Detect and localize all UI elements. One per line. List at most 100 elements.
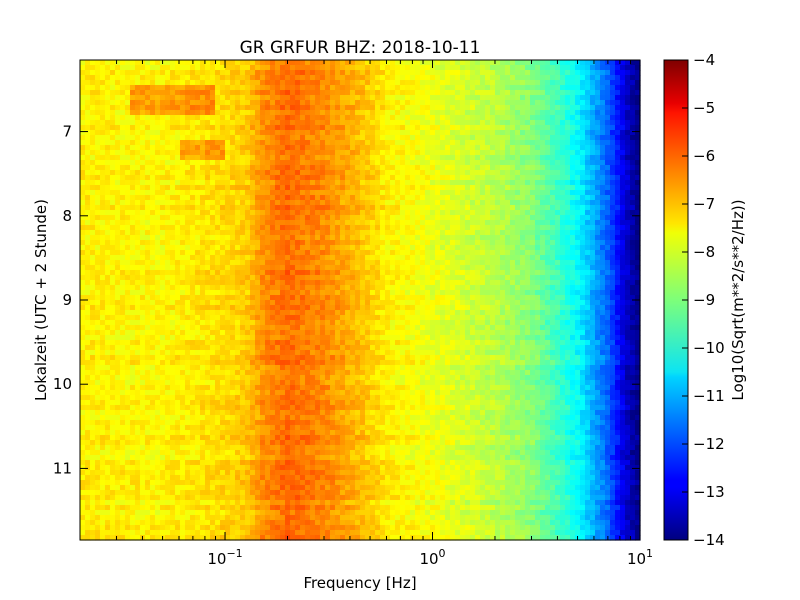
heatmap-cell	[225, 185, 231, 191]
heatmap-cell	[180, 240, 186, 246]
heatmap-cell	[375, 245, 381, 251]
heatmap-cell	[355, 225, 361, 231]
heatmap-cell	[515, 195, 521, 201]
heatmap-cell	[410, 190, 416, 196]
heatmap-cell	[300, 160, 306, 166]
heatmap-cell	[535, 180, 541, 186]
heatmap-cell	[270, 215, 276, 221]
heatmap-cell	[290, 85, 296, 91]
heatmap-cell	[390, 140, 396, 146]
heatmap-cell	[475, 245, 481, 251]
heatmap-cell	[85, 255, 91, 261]
heatmap-cell	[250, 75, 256, 81]
heatmap-cell	[390, 205, 396, 211]
heatmap-cell	[160, 200, 166, 206]
heatmap-cell	[405, 70, 411, 76]
heatmap-cell	[375, 215, 381, 221]
heatmap-cell	[510, 180, 516, 186]
heatmap-cell	[250, 195, 256, 201]
heatmap-cell	[445, 150, 451, 156]
heatmap-cell	[185, 210, 191, 216]
heatmap-cell	[620, 260, 626, 266]
heatmap-cell	[415, 220, 421, 226]
heatmap-cell	[120, 165, 126, 171]
heatmap-cell	[125, 225, 131, 231]
heatmap-cell	[135, 265, 141, 271]
heatmap-cell	[80, 155, 86, 161]
heatmap-cell	[190, 240, 196, 246]
heatmap-cell	[195, 225, 201, 231]
heatmap-cell	[385, 205, 391, 211]
heatmap-cell	[150, 120, 156, 126]
heatmap-cell	[230, 90, 236, 96]
heatmap-cell	[110, 200, 116, 206]
heatmap-cell	[180, 200, 186, 206]
heatmap-cell	[200, 230, 206, 236]
heatmap-cell	[465, 140, 471, 146]
heatmap-cell	[200, 150, 206, 156]
heatmap-cell	[115, 275, 121, 281]
heatmap-cell	[295, 125, 301, 131]
heatmap-cell	[560, 265, 566, 271]
heatmap-cell	[590, 85, 596, 91]
heatmap-cell	[190, 150, 196, 156]
heatmap-cell	[180, 125, 186, 131]
heatmap-cell	[545, 90, 551, 96]
heatmap-cell	[535, 275, 541, 281]
heatmap-cell	[320, 105, 326, 111]
heatmap-cell	[580, 115, 586, 121]
heatmap-cell	[120, 115, 126, 121]
heatmap-cell	[395, 250, 401, 256]
heatmap-cell	[265, 255, 271, 261]
heatmap-cell	[320, 165, 326, 171]
heatmap-cell	[130, 220, 136, 226]
heatmap-cell	[475, 135, 481, 141]
heatmap-cell	[465, 70, 471, 76]
heatmap-cell	[260, 280, 266, 286]
heatmap-cell	[220, 160, 226, 166]
heatmap-cell	[95, 85, 101, 91]
heatmap-cell	[560, 240, 566, 246]
heatmap-cell	[515, 205, 521, 211]
heatmap-cell	[255, 275, 261, 281]
heatmap-cell	[440, 220, 446, 226]
heatmap-cell	[525, 60, 531, 66]
heatmap-cell	[360, 115, 366, 121]
heatmap-cell	[230, 235, 236, 241]
heatmap-cell	[360, 230, 366, 236]
heatmap-cell	[610, 260, 616, 266]
heatmap-cell	[160, 245, 166, 251]
heatmap-cell	[500, 240, 506, 246]
heatmap-cell	[225, 195, 231, 201]
heatmap-cell	[395, 145, 401, 151]
heatmap-cell	[470, 155, 476, 161]
heatmap-cell	[320, 180, 326, 186]
heatmap-cell	[510, 80, 516, 86]
heatmap-cell	[200, 85, 206, 91]
heatmap-cell	[125, 205, 131, 211]
heatmap-cell	[635, 95, 641, 101]
heatmap-cell	[405, 280, 411, 286]
heatmap-cell	[115, 175, 121, 181]
heatmap-cell	[580, 170, 586, 176]
heatmap-cell	[345, 65, 351, 71]
heatmap-cell	[125, 60, 131, 66]
heatmap-cell	[220, 275, 226, 281]
heatmap-cell	[80, 60, 86, 66]
heatmap-cell	[635, 125, 641, 131]
heatmap-cell	[345, 250, 351, 256]
heatmap-cell	[455, 170, 461, 176]
heatmap-cell	[575, 200, 581, 206]
heatmap-cell	[565, 215, 571, 221]
heatmap-cell	[170, 120, 176, 126]
heatmap-cell	[500, 80, 506, 86]
heatmap-cell	[130, 85, 136, 91]
heatmap-cell	[605, 250, 611, 256]
heatmap-cell	[630, 255, 636, 261]
heatmap-cell	[575, 100, 581, 106]
heatmap-cell	[530, 150, 536, 156]
heatmap-cell	[590, 110, 596, 116]
heatmap-cell	[135, 125, 141, 131]
heatmap-cell	[320, 125, 326, 131]
heatmap-cell	[605, 210, 611, 216]
